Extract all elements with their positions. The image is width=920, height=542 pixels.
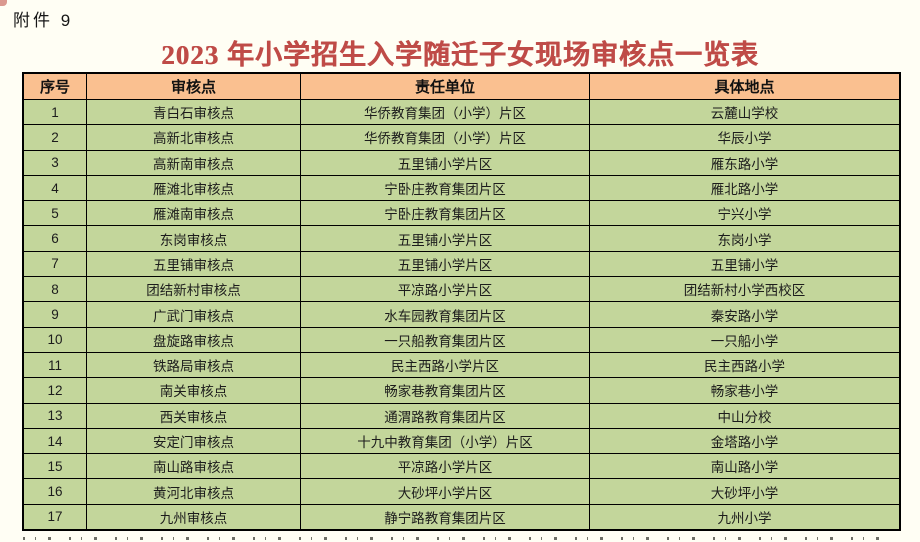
table-row: 12 南关审核点 畅家巷教育集团片区 畅家巷小学 xyxy=(22,377,901,404)
table-row: 14 安定门审核点 十九中教育集团（小学）片区 金塔路小学 xyxy=(22,427,901,455)
table-cell: 秦安路小学 xyxy=(589,301,901,328)
review-points-table: 序号 审核点 责任单位 具体地点 1 青白石审核点 华侨教育集团（小学）片区 云麓山学… xyxy=(22,72,901,532)
table-cell: 云麓山学校 xyxy=(589,98,901,126)
table-cell: 民主西路小学片区 xyxy=(300,351,590,379)
clipped-footnote-text xyxy=(14,536,894,542)
table-cell: 15 xyxy=(22,453,87,480)
column-header-review-point: 审核点 xyxy=(86,72,301,100)
table-cell: 东岗小学 xyxy=(589,225,901,252)
table-row: 16 黄河北审核点 大砂坪小学片区 大砂坪小学 xyxy=(22,478,901,505)
table-cell: 宁卧庄教育集团片区 xyxy=(300,200,590,227)
table-row: 17 九州审核点 静宁路教育集团片区 九州小学 xyxy=(22,503,901,531)
table-cell: 五里铺审核点 xyxy=(86,250,301,278)
table-cell: 水车园教育集团片区 xyxy=(300,301,590,328)
table-cell: 团结新村审核点 xyxy=(86,276,301,303)
table-row: 10 盘旋路审核点 一只船教育集团片区 一只船小学 xyxy=(22,326,901,353)
table-cell: 13 xyxy=(22,402,87,429)
table-cell: 五里铺小学 xyxy=(589,250,901,278)
table-cell: 铁路局审核点 xyxy=(86,351,301,379)
table-cell: 华辰小学 xyxy=(589,124,901,151)
table-cell: 7 xyxy=(22,250,87,278)
table-cell: 东岗审核点 xyxy=(86,225,301,252)
table-row: 3 高新南审核点 五里铺小学片区 雁东路小学 xyxy=(22,149,901,176)
table-row: 4 雁滩北审核点 宁卧庄教育集团片区 雁北路小学 xyxy=(22,174,901,202)
table-cell: 宁兴小学 xyxy=(589,200,901,227)
table-cell: 华侨教育集团（小学）片区 xyxy=(300,124,590,151)
table-cell: 一只船小学 xyxy=(589,326,901,353)
table-cell: 中山分校 xyxy=(589,402,901,429)
table-cell: 12 xyxy=(22,377,87,404)
table-cell: 南山路小学 xyxy=(589,453,901,480)
table-cell: 宁卧庄教育集团片区 xyxy=(300,174,590,202)
table-cell: 1 xyxy=(22,98,87,126)
table-cell: 五里铺小学片区 xyxy=(300,250,590,278)
column-header-index: 序号 xyxy=(22,72,87,100)
table-cell: 雁东路小学 xyxy=(589,149,901,176)
table-row: 11 铁路局审核点 民主西路小学片区 民主西路小学 xyxy=(22,351,901,379)
table-row: 13 西关审核点 通渭路教育集团片区 中山分校 xyxy=(22,402,901,429)
table-cell: 11 xyxy=(22,351,87,379)
table-row: 9 广武门审核点 水车园教育集团片区 秦安路小学 xyxy=(22,301,901,328)
table-cell: 九州审核点 xyxy=(86,503,301,531)
table-cell: 畅家巷教育集团片区 xyxy=(300,377,590,404)
table-cell: 华侨教育集团（小学）片区 xyxy=(300,98,590,126)
table-header-row: 序号 审核点 责任单位 具体地点 xyxy=(22,72,901,100)
table-cell: 14 xyxy=(22,427,87,455)
table-cell: 雁滩北审核点 xyxy=(86,174,301,202)
table-cell: 高新南审核点 xyxy=(86,149,301,176)
table-row: 2 高新北审核点 华侨教育集团（小学）片区 华辰小学 xyxy=(22,124,901,151)
table-row: 1 青白石审核点 华侨教育集团（小学）片区 云麓山学校 xyxy=(22,98,901,126)
table-cell: 民主西路小学 xyxy=(589,351,901,379)
table-row: 6 东岗审核点 五里铺小学片区 东岗小学 xyxy=(22,225,901,252)
table-row: 8 团结新村审核点 平凉路小学片区 团结新村小学西校区 xyxy=(22,276,901,303)
table-cell: 五里铺小学片区 xyxy=(300,225,590,252)
page-title: 2023 年小学招生入学随迁子女现场审核点一览表 xyxy=(161,40,759,70)
table-cell: 南关审核点 xyxy=(86,377,301,404)
table-cell: 五里铺小学片区 xyxy=(300,149,590,176)
table-cell: 一只船教育集团片区 xyxy=(300,326,590,353)
table-row: 7 五里铺审核点 五里铺小学片区 五里铺小学 xyxy=(22,250,901,278)
table-cell: 通渭路教育集团片区 xyxy=(300,402,590,429)
table-cell: 青白石审核点 xyxy=(86,98,301,126)
table-cell: 2 xyxy=(22,124,87,151)
table-cell: 6 xyxy=(22,225,87,252)
table-cell: 3 xyxy=(22,149,87,176)
table-cell: 大砂坪小学片区 xyxy=(300,478,590,505)
table-cell: 广武门审核点 xyxy=(86,301,301,328)
table-cell: 西关审核点 xyxy=(86,402,301,429)
table-row: 5 雁滩南审核点 宁卧庄教育集团片区 宁兴小学 xyxy=(22,200,901,227)
table-cell: 盘旋路审核点 xyxy=(86,326,301,353)
table-cell: 大砂坪小学 xyxy=(589,478,901,505)
table-cell: 5 xyxy=(22,200,87,227)
table-body: 1 青白石审核点 华侨教育集团（小学）片区 云麓山学校 2 高新北审核点 华侨教育集团（小学… xyxy=(22,98,901,531)
table-cell: 黄河北审核点 xyxy=(86,478,301,505)
attachment-label: 附件 9 xyxy=(13,11,74,30)
table-cell: 平凉路小学片区 xyxy=(300,276,590,303)
table-cell: 雁滩南审核点 xyxy=(86,200,301,227)
table-cell: 10 xyxy=(22,326,87,353)
table-header: 序号 审核点 责任单位 具体地点 xyxy=(22,72,901,100)
table-cell: 雁北路小学 xyxy=(589,174,901,202)
table-cell: 静宁路教育集团片区 xyxy=(300,503,590,531)
table-cell: 8 xyxy=(22,276,87,303)
table-cell: 金塔路小学 xyxy=(589,427,901,455)
table-cell: 南山路审核点 xyxy=(86,453,301,480)
table-cell: 16 xyxy=(22,478,87,505)
column-header-location: 具体地点 xyxy=(589,72,901,100)
column-header-resp-unit: 责任单位 xyxy=(300,72,590,100)
corner-artifact xyxy=(0,0,7,6)
table-cell: 高新北审核点 xyxy=(86,124,301,151)
table-cell: 九州小学 xyxy=(589,503,901,531)
table-cell: 17 xyxy=(22,503,87,531)
table-cell: 团结新村小学西校区 xyxy=(589,276,901,303)
table-cell: 安定门审核点 xyxy=(86,427,301,455)
table-row: 15 南山路审核点 平凉路小学片区 南山路小学 xyxy=(22,453,901,480)
table-cell: 畅家巷小学 xyxy=(589,377,901,404)
table-cell: 十九中教育集团（小学）片区 xyxy=(300,427,590,455)
table-cell: 9 xyxy=(22,301,87,328)
table-cell: 4 xyxy=(22,174,87,202)
table-cell: 平凉路小学片区 xyxy=(300,453,590,480)
